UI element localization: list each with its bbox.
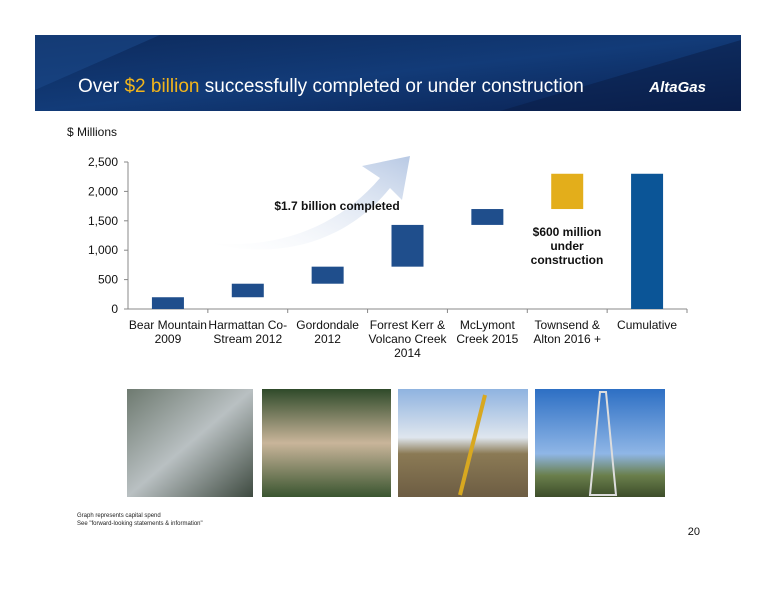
- y-axis-label: $ Millions: [67, 125, 117, 139]
- bar: [391, 224, 424, 267]
- bar: [311, 266, 344, 284]
- y-tick-label: 500: [98, 273, 118, 287]
- bar: [471, 209, 504, 225]
- y-tick-label: 2,000: [88, 184, 118, 198]
- footnote: Graph represents capital spend: [77, 513, 161, 519]
- x-tick-label: Cumulative: [617, 318, 678, 332]
- bar: [231, 283, 264, 298]
- x-tick-label: Bear Mountain 2009: [128, 318, 207, 346]
- annotation: $600 million under construction: [530, 225, 604, 267]
- annotation: $1.7 billion completed: [274, 199, 400, 213]
- bar: [631, 173, 664, 309]
- completed-arrow: [210, 156, 410, 250]
- x-tick-label: McLymont Creek 2015: [456, 318, 519, 346]
- photo-detail: [458, 394, 487, 496]
- bar: [151, 297, 184, 309]
- x-tick-label: Townsend & Alton 2016 +: [533, 318, 602, 346]
- y-tick-label: 1,000: [88, 243, 118, 257]
- page-number: 20: [688, 526, 700, 538]
- banner-accent: [35, 35, 160, 90]
- photo-detail: [588, 391, 618, 496]
- x-tick-label: Gordondale 2012: [296, 318, 359, 346]
- photo: [262, 389, 391, 497]
- x-tick-label: Forrest Kerr & Volcano Creek 2014: [368, 318, 447, 360]
- logo: AltaGas: [648, 79, 706, 96]
- photo: [127, 389, 253, 497]
- y-tick-label: 2,500: [88, 155, 118, 169]
- photo: [535, 389, 665, 497]
- y-tick-label: 0: [111, 302, 118, 316]
- y-tick-label: 1,500: [88, 214, 118, 228]
- slide-title: Over $2 billion successfully completed o…: [78, 76, 584, 97]
- x-tick-label: Harmattan Co-Stream 2012: [208, 318, 288, 346]
- banner-accent: [500, 40, 741, 111]
- footnote: See "forward-looking statements & inform…: [77, 521, 203, 527]
- bar: [551, 173, 584, 210]
